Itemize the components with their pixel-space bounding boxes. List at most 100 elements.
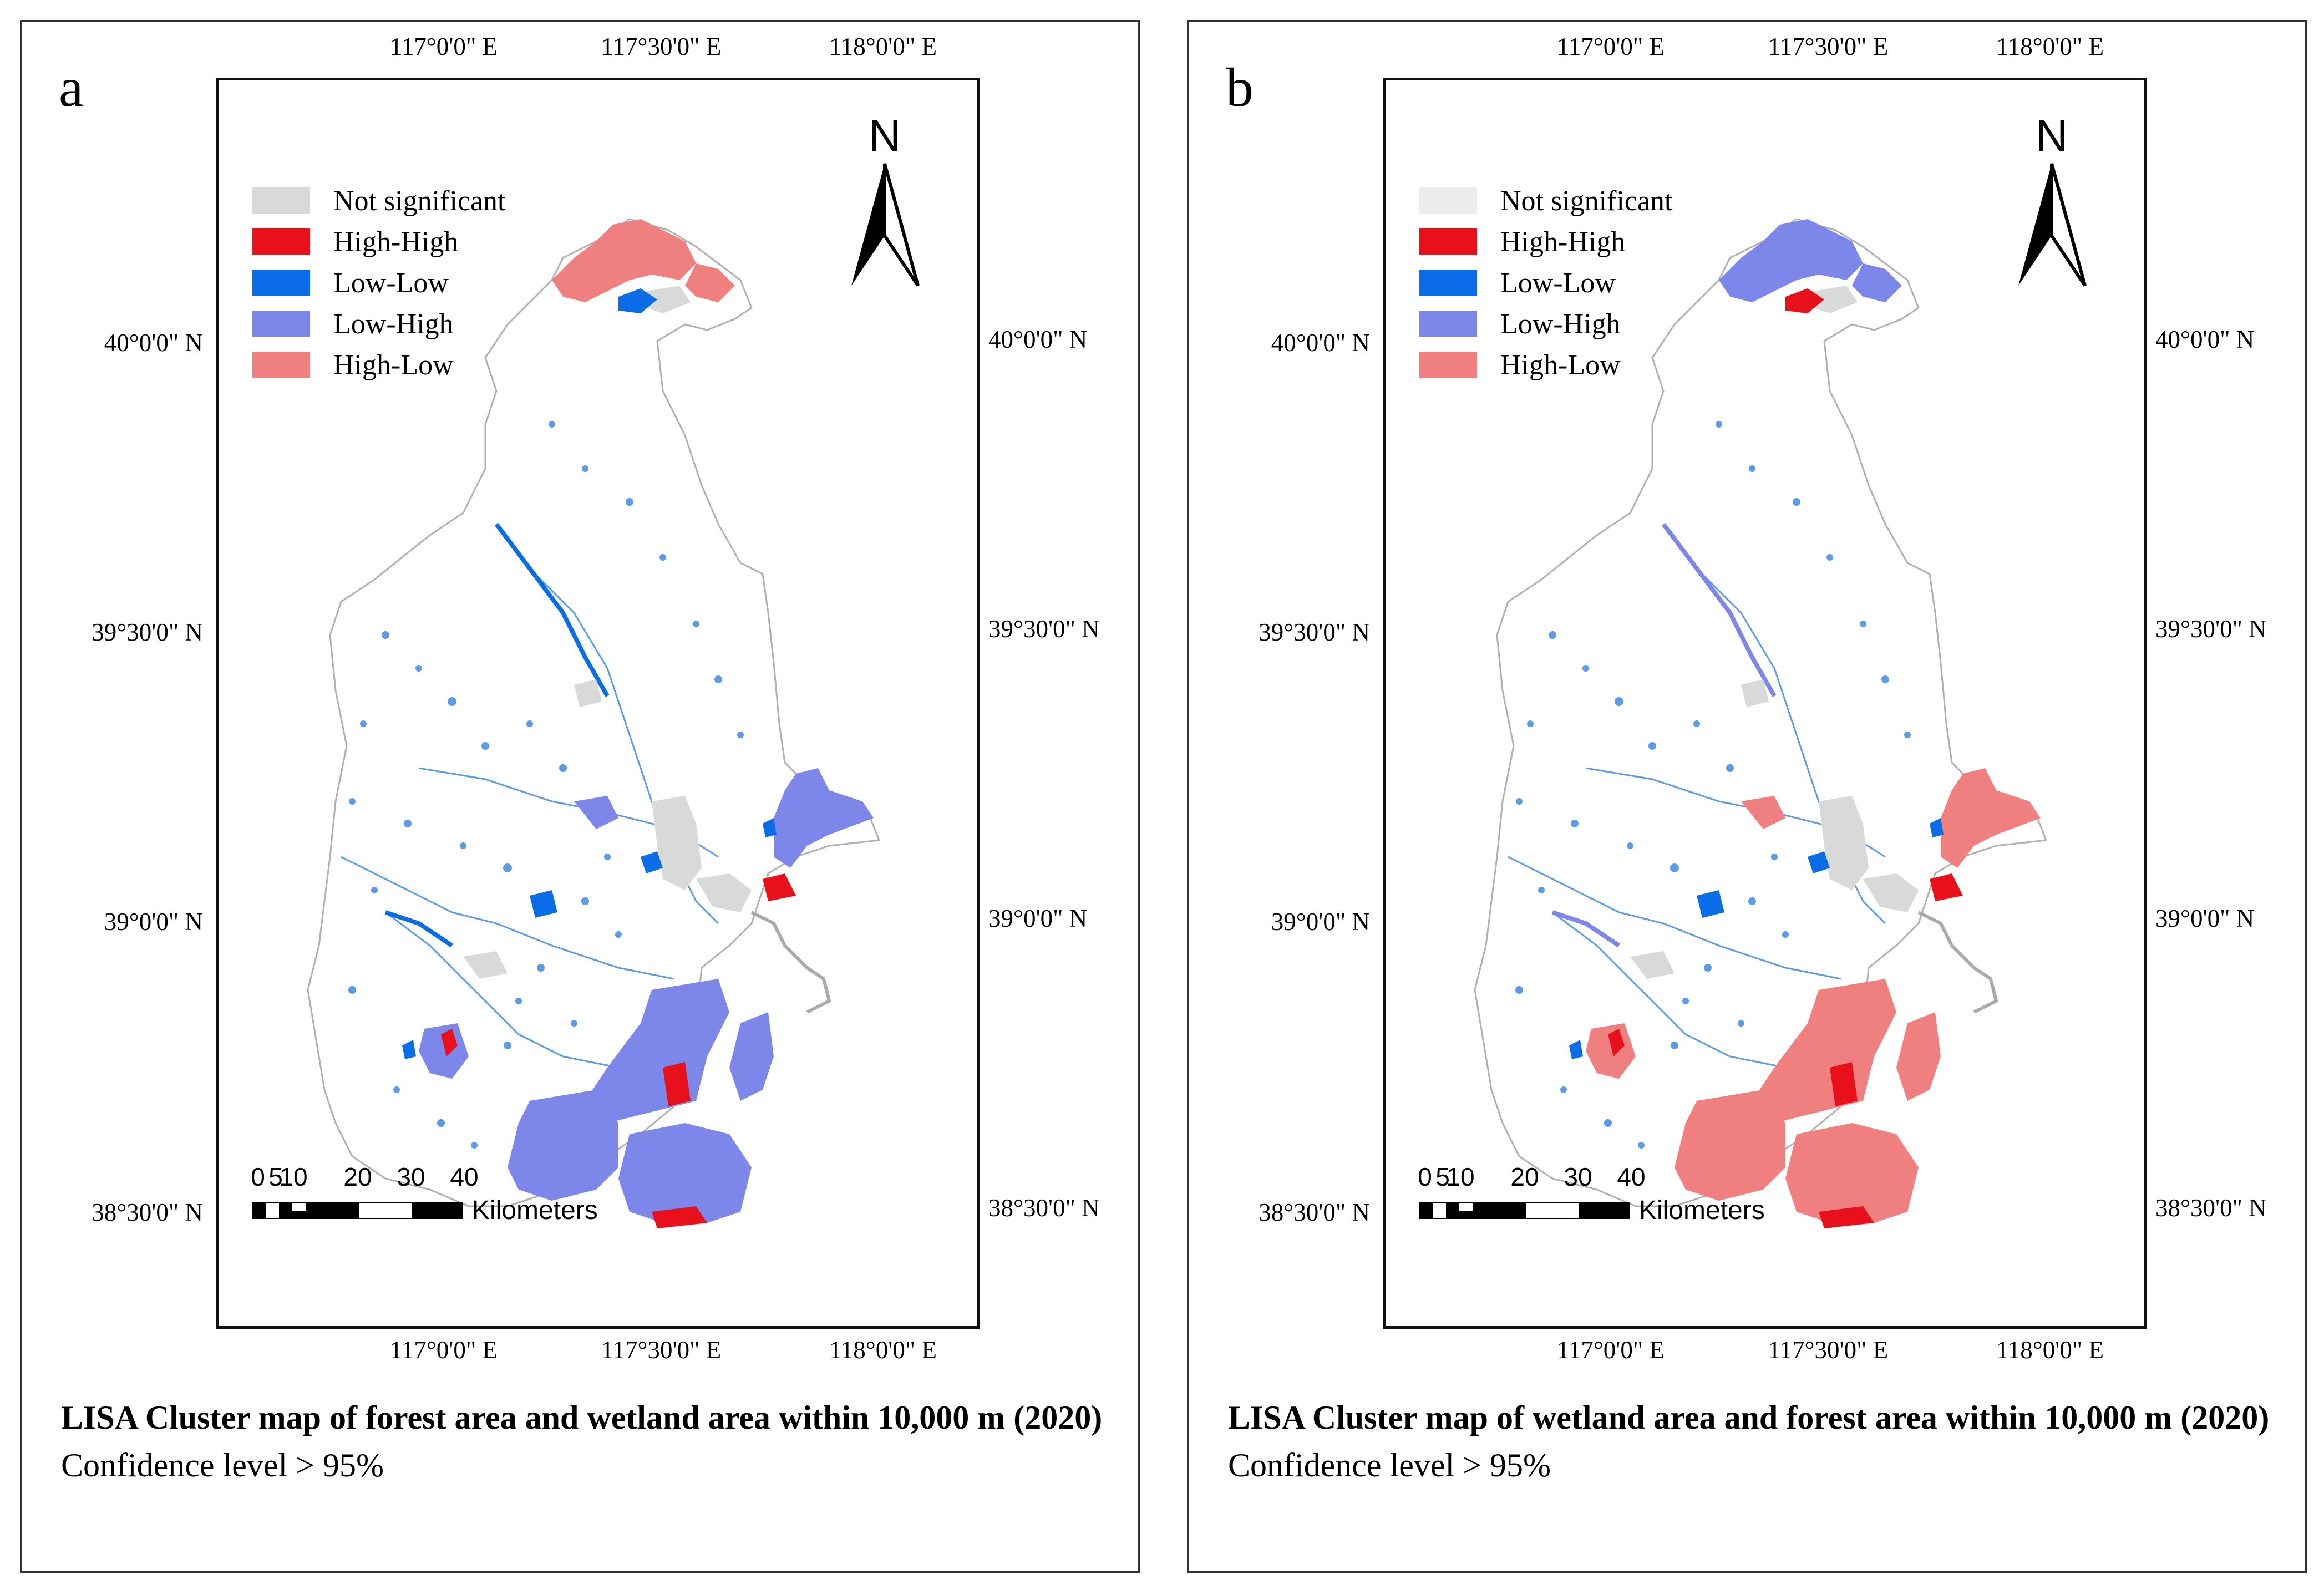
legend-item: Low-High: [1419, 303, 1673, 344]
legend-label: High-High: [333, 226, 459, 258]
patch-dot: [1704, 964, 1712, 972]
scale-label: 0: [1418, 1162, 1432, 1191]
left-lat-label: 38°30'0" N: [92, 1198, 203, 1226]
port-pier: [750, 911, 831, 1014]
legend-swatch: [252, 352, 310, 378]
scale-label: 20: [1510, 1162, 1539, 1191]
patch-dot: [349, 798, 356, 805]
top-lon-label: 117°0'0" E: [1556, 33, 1665, 60]
patch-dot: [1682, 998, 1689, 1004]
top-lon-label: 118°0'0" E: [829, 33, 937, 60]
legend-swatch: [1419, 352, 1477, 378]
north-arrow-icon: [2018, 163, 2087, 287]
panel-letter: b: [1226, 57, 1254, 118]
scale-labels: 0 5 10 20 30 40: [1418, 1162, 1645, 1195]
legend-label: High-Low: [1500, 349, 1621, 381]
scale-bar-graphic: [252, 1202, 463, 1219]
right-lat-label: 39°0'0" N: [2155, 905, 2255, 932]
scale-bar: 0 5 10 20 30 40 Kilometers: [1418, 1162, 1765, 1226]
port-pier: [1917, 911, 1998, 1014]
bottom-lon-label: 117°30'0" E: [1768, 1336, 1889, 1364]
left-lat-label: 39°30'0" N: [1259, 618, 1370, 646]
coastal-patch: [729, 1012, 774, 1101]
patch-dot: [1671, 1042, 1678, 1049]
urban-not-significant: [574, 679, 602, 707]
patch-dot: [1582, 665, 1589, 672]
map-canvas: [307, 218, 881, 1228]
hh-patch: [1819, 1206, 1874, 1228]
legend-item: High-Low: [1419, 344, 1673, 385]
legend: Not significant High-High Low-Low Low-Hi…: [1419, 180, 1673, 385]
patch-dot: [1826, 554, 1833, 561]
north-arrow: N: [2007, 114, 2096, 294]
legend-item: High-High: [1419, 221, 1673, 262]
patch-dot: [481, 742, 489, 750]
scale-label: 10: [1446, 1162, 1475, 1191]
patch-dot: [693, 621, 699, 627]
panel-letter: a: [59, 57, 84, 118]
ll-patch: [1697, 890, 1724, 918]
north-lake: [618, 288, 657, 313]
patch-dot: [604, 854, 611, 860]
patch-dot: [348, 986, 356, 994]
right-lat-label: 38°30'0" N: [988, 1194, 1100, 1222]
legend-item: High-Low: [252, 344, 506, 385]
north-not-significant: [1813, 286, 1858, 313]
legend-item: Not significant: [252, 180, 506, 221]
patch-dot: [1648, 742, 1656, 750]
patch-dot: [1571, 820, 1579, 827]
left-lat-label: 40°0'0" N: [1271, 329, 1370, 357]
coastal-cluster: [1586, 768, 2041, 1223]
patch-dot: [1638, 1142, 1645, 1149]
hh-patch: [652, 1206, 707, 1228]
panel-b: b 117°0'0" E 117°30'0" E 118°0'0" E 117°…: [1187, 20, 2307, 1573]
coastal-patch: [1785, 1123, 1919, 1223]
legend-item: High-High: [252, 221, 506, 262]
patch-dot: [1771, 854, 1778, 860]
top-lon-label: 117°30'0" E: [1768, 33, 1889, 60]
scale-label: 40: [1617, 1162, 1646, 1191]
patch-dot: [1726, 764, 1734, 772]
left-lat-label: 38°30'0" N: [1259, 1198, 1370, 1226]
scale-label: 5: [268, 1162, 283, 1191]
left-lat-label: 40°0'0" N: [104, 329, 203, 357]
scale-label: 30: [397, 1162, 425, 1191]
urban-not-significant: [1630, 951, 1675, 979]
coastal-patch: [1586, 1023, 1636, 1079]
caption-subtitle: Confidence level > 95%: [61, 1447, 384, 1484]
patch-dot: [1560, 1086, 1567, 1093]
scale-label: 10: [279, 1162, 308, 1191]
north-cluster-patch: [1719, 219, 1863, 302]
north-cluster-patch: [1852, 263, 1902, 302]
patch-dot: [1527, 720, 1534, 727]
ll-patch: [763, 818, 777, 837]
right-lat-label: 39°30'0" N: [988, 615, 1100, 643]
coastal-patch: [1741, 796, 1785, 829]
scale-bar: 0 5 10 20 30 40 Kilometers: [251, 1162, 598, 1226]
patch-dot: [1515, 986, 1523, 994]
coastal-patch: [419, 1023, 469, 1079]
bottom-lon-label: 117°0'0" E: [389, 1336, 498, 1364]
ll-patch: [1930, 818, 1944, 837]
patch-dot: [582, 465, 588, 472]
top-lon-label: 117°0'0" E: [389, 33, 498, 60]
right-lat-label: 40°0'0" N: [988, 326, 1088, 353]
legend-item: Not significant: [1419, 180, 1673, 221]
left-lat-label: 39°0'0" N: [1271, 908, 1370, 936]
river: [1662, 524, 1886, 925]
coastal-cluster: [419, 768, 874, 1223]
right-lat-label: 38°30'0" N: [2155, 1194, 2267, 1222]
map-canvas: [1474, 218, 2048, 1228]
legend-swatch: [252, 311, 310, 337]
patch-dot: [360, 720, 367, 727]
legend-item: Low-High: [252, 303, 506, 344]
caption: LISA Cluster map of forest area and wetl…: [61, 1392, 1104, 1487]
scale-unit: Kilometers: [472, 1196, 598, 1225]
legend-item: Low-Low: [1419, 262, 1673, 303]
patch-dot: [1627, 842, 1633, 849]
scale-label: 40: [450, 1162, 479, 1191]
patch-dot: [549, 421, 555, 428]
patch-dot: [659, 554, 666, 561]
urban-not-significant: [463, 951, 508, 979]
patch-dot: [471, 1142, 478, 1149]
